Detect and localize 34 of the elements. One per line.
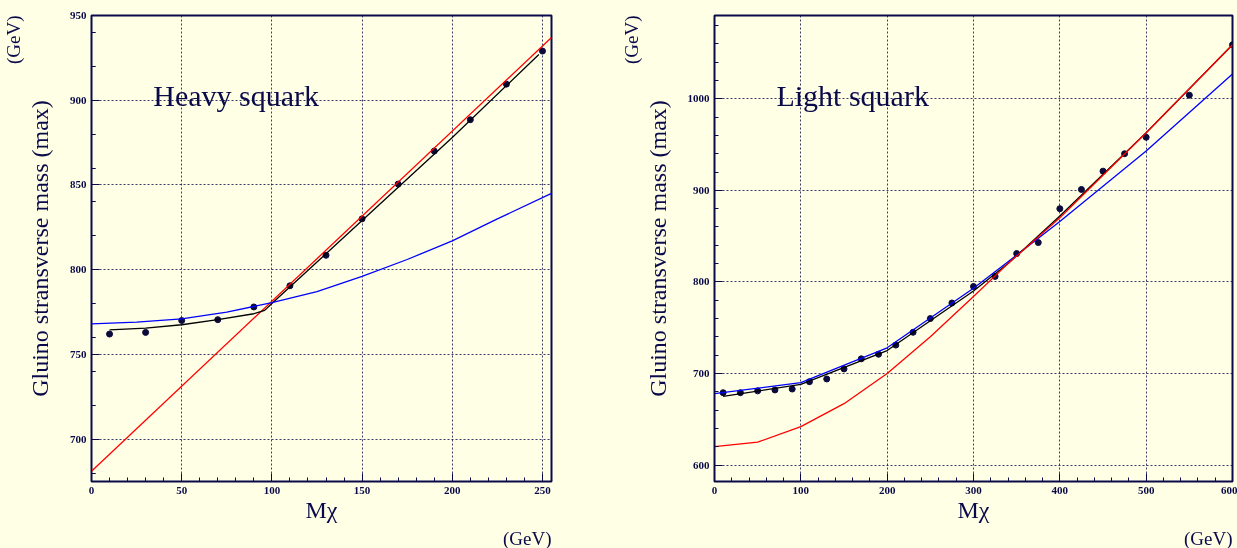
x-tick-label: 150 <box>353 483 371 496</box>
y-axis-title: Gluino stransverse mass (max) <box>27 100 53 397</box>
text: (GeV) <box>620 15 643 65</box>
x-tick-label: 0 <box>88 483 95 496</box>
text: Light squark <box>776 79 929 112</box>
x-tick-label: 300 <box>965 483 983 496</box>
text: Heavy squark <box>153 79 320 112</box>
y-tick-label: 750 <box>70 347 87 360</box>
x-tick-label: 100 <box>792 483 810 496</box>
x-tick-label: 200 <box>878 483 896 496</box>
y-tick-label: 900 <box>693 183 710 196</box>
y-tick-label: 700 <box>70 432 87 445</box>
x-tick-label: 600 <box>1221 483 1237 496</box>
x-axis-title: Mχ <box>305 496 338 523</box>
y-tick-label: 1000 <box>687 92 710 105</box>
x-tick-label: 50 <box>176 483 188 496</box>
y-tick-label: 850 <box>70 178 87 191</box>
y-tick-label: 950 <box>70 9 87 21</box>
x-axis-title: Mχ <box>957 496 990 523</box>
x-tick-label: 100 <box>263 483 281 496</box>
y-tick-label: 700 <box>693 366 710 379</box>
x-tick-label: 400 <box>1051 483 1069 496</box>
text: (GeV) <box>502 527 552 548</box>
x-tick-label: 250 <box>534 483 552 496</box>
text: (GeV) <box>1183 527 1233 548</box>
y-axis-title: Gluino stransverse mass (max) <box>644 100 671 397</box>
x-tick-label: 200 <box>444 483 462 496</box>
y-tick-label: 600 <box>693 458 710 471</box>
y-tick-label: 800 <box>70 263 87 276</box>
y-tick-label: 800 <box>693 275 710 288</box>
text: (GeV) <box>2 15 25 65</box>
x-tick-label: 500 <box>1137 483 1155 496</box>
x-tick-label: 0 <box>711 483 718 496</box>
y-tick-label: 900 <box>70 93 87 106</box>
